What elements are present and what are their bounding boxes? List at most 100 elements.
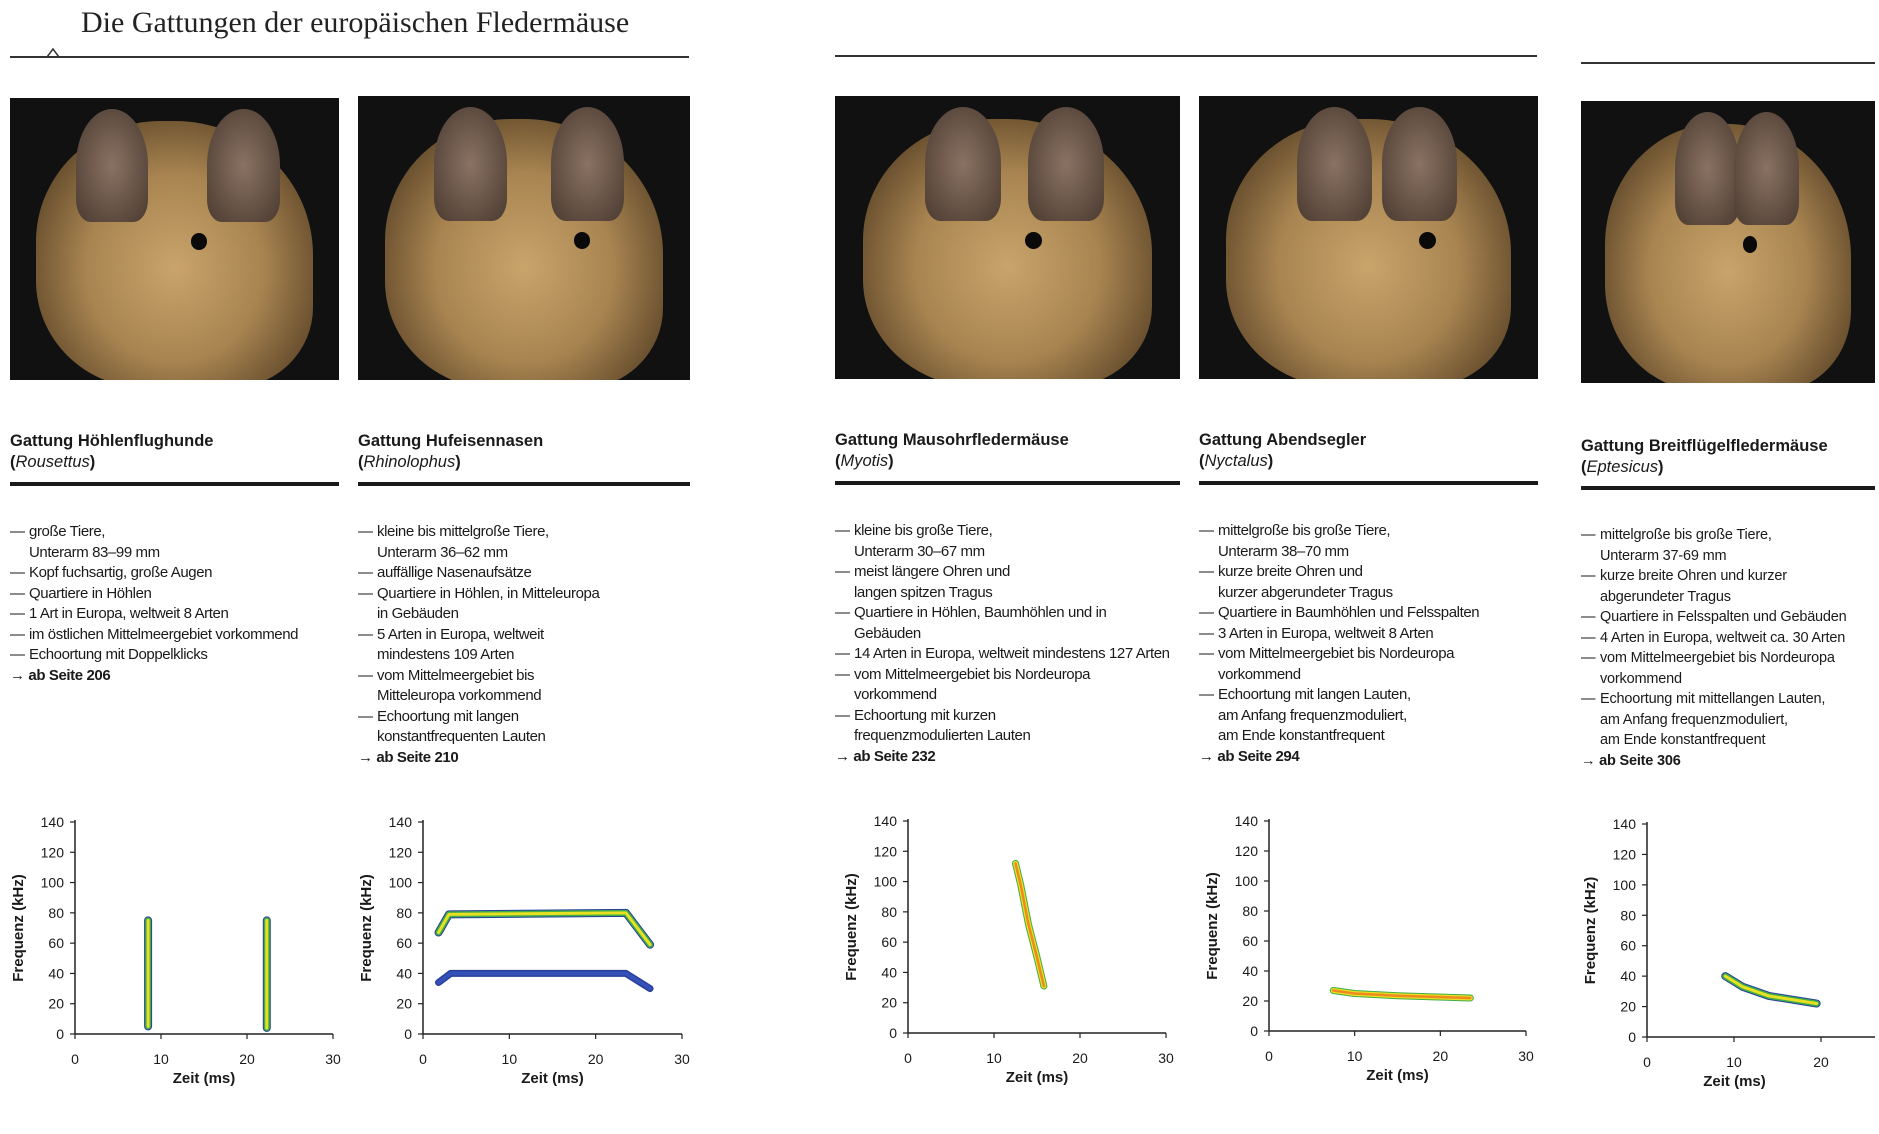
- call-trace: [434, 908, 655, 949]
- x-tick-label: 30: [674, 1051, 690, 1067]
- genus-latin-name: Rhinolophus: [363, 453, 456, 471]
- call-trace: [1723, 974, 1819, 1006]
- x-axis-label: Zeit (ms): [1703, 1073, 1766, 1090]
- y-tick-label: 80: [1242, 903, 1258, 919]
- bat-photo: [358, 96, 690, 380]
- genus-name: Gattung Mausohrfledermäuse: [835, 431, 1069, 449]
- bat-photo: [835, 96, 1180, 379]
- call-trace: [1332, 989, 1472, 1000]
- fact-item: im östlichen Mittelmeergebiet vorkommend: [10, 625, 299, 646]
- y-tick-label: 140: [874, 813, 898, 829]
- y-tick-label: 120: [1613, 846, 1637, 862]
- page-reference-link[interactable]: → ab Seite 206: [10, 666, 111, 684]
- x-tick-label: 10: [153, 1051, 169, 1067]
- fact-item: Echoortung mit kurzenfrequenzmodulierten…: [835, 706, 1170, 747]
- y-tick-label: 140: [1235, 813, 1259, 829]
- fact-item: Echoortung mit langenkonstantfrequenten …: [358, 707, 599, 748]
- header-rule: [10, 56, 689, 58]
- y-tick-label: 40: [396, 965, 412, 981]
- chart-nyctalus: 0 20 40 60 80 100 120 140 0 10 20 30 Zeit (ms) Freque…: [1204, 813, 1534, 1084]
- y-tick-label: 100: [874, 874, 898, 890]
- x-tick-label: 0: [419, 1051, 427, 1067]
- x-tick-label: 0: [1643, 1054, 1651, 1070]
- y-tick-label: 40: [1620, 968, 1636, 984]
- y-tick-label: 20: [396, 996, 412, 1012]
- y-axis-label: Frequenz (kHz): [358, 874, 375, 982]
- fact-item: Quartiere in Felsspalten und Gebäuden: [1581, 607, 1847, 628]
- y-tick-label: 140: [41, 814, 65, 830]
- fact-item: Quartiere in Baumhöhlen und Felsspalten: [1199, 603, 1480, 624]
- genus-name: Gattung Höhlenflughunde: [10, 432, 214, 450]
- call-trace: [435, 909, 654, 948]
- y-tick-label: 100: [1613, 877, 1637, 893]
- genus-rule: [1581, 486, 1875, 490]
- y-tick-label: 140: [1613, 816, 1637, 832]
- page-reference-link[interactable]: → ab Seite 306: [1581, 752, 1681, 769]
- x-tick-label: 10: [1726, 1054, 1742, 1070]
- y-tick-label: 40: [1242, 963, 1258, 979]
- bat-photo: [1581, 101, 1875, 383]
- genus-latin-name: Rousettus: [15, 453, 90, 471]
- genus-latin-name: Nyctalus: [1204, 452, 1268, 470]
- x-tick-label: 30: [1518, 1048, 1534, 1064]
- header-rule-right: [835, 55, 1537, 57]
- x-axis-label: Zeit (ms): [1006, 1069, 1069, 1086]
- y-tick-label: 60: [1242, 933, 1258, 949]
- y-tick-label: 80: [396, 905, 412, 921]
- page-reference-link[interactable]: → ab Seite 210: [358, 748, 459, 766]
- y-tick-label: 60: [48, 935, 64, 951]
- y-tick-label: 80: [1620, 907, 1636, 923]
- arrow-right-icon: →: [358, 748, 373, 766]
- x-tick-label: 10: [1347, 1048, 1363, 1064]
- arrow-right-icon: →: [1581, 752, 1596, 769]
- page-reference-link[interactable]: → ab Seite 232: [835, 747, 936, 765]
- y-tick-label: 0: [889, 1025, 897, 1041]
- chart-rousettus: 0 20 40 60 80 100 120 140 0 10 20 30 Zeit (ms) Freque…: [10, 814, 341, 1087]
- x-axis-label: Zeit (ms): [173, 1070, 236, 1087]
- bat-photo: [10, 98, 339, 380]
- chart-eptesicus: 0 20 40 60 80 100 120 140 0 10 20 Zeit (ms) Frequenz…: [1582, 816, 1875, 1090]
- fact-item: Quartiere in Höhlen, Baumhöhlen und inGe…: [835, 603, 1170, 644]
- y-tick-label: 100: [389, 875, 413, 891]
- call-trace: [1013, 860, 1047, 989]
- fact-item: Echoortung mit Doppelklicks: [10, 645, 298, 666]
- y-axis-label: Frequenz (kHz): [843, 873, 860, 981]
- chart-rhinolophus: 0 20 40 60 80 100 120 140 0 10 20 30 Zeit (ms) Freque…: [358, 814, 690, 1087]
- header-rule-far-right: [1581, 62, 1875, 64]
- fact-item: auffällige Nasenaufsätze: [358, 563, 599, 584]
- fact-item: Kopf fuchsartig, große Augen: [10, 563, 298, 584]
- x-tick-label: 0: [904, 1050, 912, 1066]
- y-tick-label: 120: [389, 844, 413, 860]
- y-tick-label: 60: [881, 934, 897, 950]
- page-reference-link[interactable]: → ab Seite 294: [1199, 747, 1300, 765]
- y-tick-label: 20: [1620, 999, 1636, 1015]
- fact-item: kurze breite Ohren und kurzerabgerundete…: [1581, 566, 1847, 607]
- y-tick-label: 40: [48, 965, 64, 981]
- fact-item: vom Mittelmeergebiet bis Nordeuropavorko…: [1199, 644, 1479, 685]
- chart-myotis: 0 20 40 60 80 100 120 140 0 10 20 30 Zeit (ms) Freque…: [843, 813, 1174, 1086]
- genus-rule: [358, 482, 690, 486]
- y-tick-label: 120: [1235, 843, 1259, 859]
- y-axis-label: Frequenz (kHz): [10, 874, 27, 982]
- y-tick-label: 120: [41, 844, 65, 860]
- y-tick-label: 60: [1620, 938, 1636, 954]
- call-trace: [1722, 973, 1820, 1007]
- fact-item: kleine bis große Tiere,Unterarm 30–67 mm: [835, 521, 1170, 562]
- genus-latin-name: Myotis: [840, 452, 889, 470]
- call-trace: [437, 911, 652, 947]
- arrow-right-icon: →: [1199, 747, 1214, 765]
- y-tick-label: 20: [881, 995, 897, 1011]
- fact-item: 3 Arten in Europa, weltweit 8 Arten: [1199, 624, 1479, 645]
- x-tick-label: 10: [986, 1050, 1002, 1066]
- y-tick-label: 80: [881, 904, 897, 920]
- fact-item: vom Mittelmeergebiet bis Nordeuropavorko…: [835, 665, 1170, 706]
- x-tick-label: 0: [71, 1051, 79, 1067]
- genus-rule: [835, 481, 1180, 485]
- genus-facts: große Tiere,Unterarm 83–99 mmKopf fuchsa…: [10, 522, 299, 686]
- y-tick-label: 0: [56, 1026, 64, 1042]
- y-axis-label: Frequenz (kHz): [1204, 872, 1221, 980]
- x-axis-label: Zeit (ms): [521, 1070, 584, 1087]
- y-tick-label: 80: [48, 905, 64, 921]
